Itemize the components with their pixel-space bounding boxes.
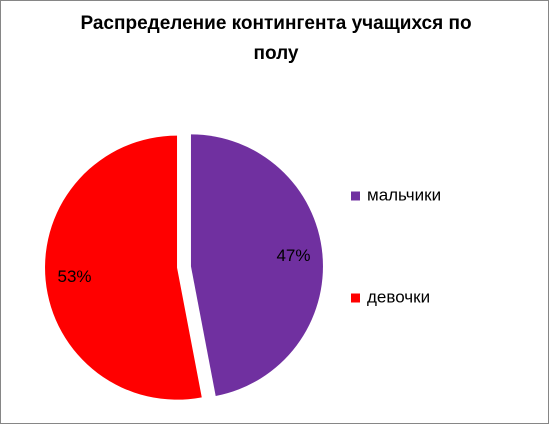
legend-label: мальчики	[367, 185, 441, 204]
legend-swatch	[351, 293, 360, 303]
pie-slice	[45, 135, 202, 400]
data-label: 47%	[276, 246, 310, 265]
legend-swatch	[351, 191, 360, 201]
chart-title: Распределение контингента учащихся по по…	[80, 13, 472, 64]
legend-label: девочки	[367, 287, 430, 306]
pie-slice	[190, 134, 323, 397]
data-label: 53%	[58, 267, 92, 286]
